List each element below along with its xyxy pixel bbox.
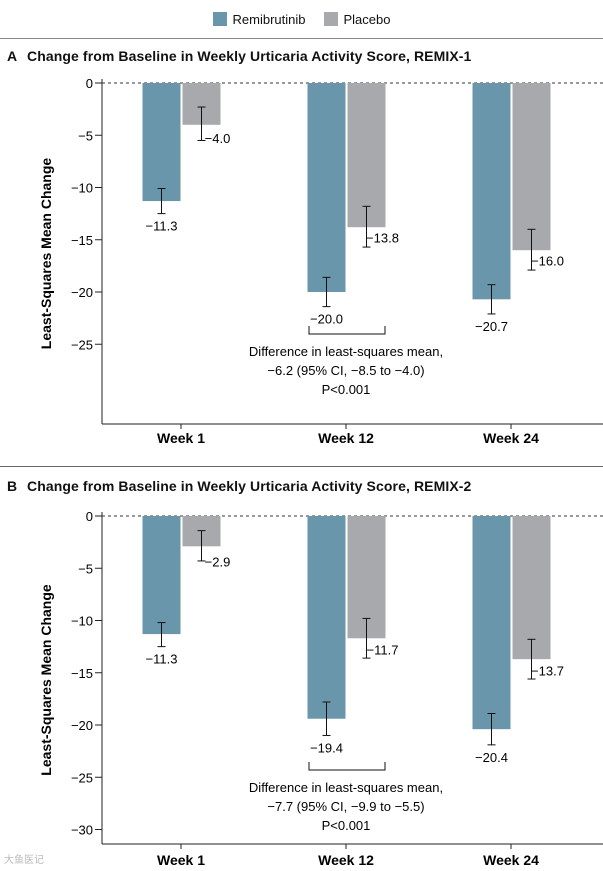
chart-b-data-label: −11.3 [146, 652, 178, 667]
legend-label-remibrutinib: Remibrutinib [232, 11, 306, 27]
chart-b-annotation-line: Difference in least-squares mean, [249, 780, 443, 795]
chart-b-data-label: −2.9 [205, 555, 231, 570]
legend: Remibrutinib Placebo [0, 0, 603, 39]
panel-b-letter: B [7, 478, 18, 494]
chart-a-data-label: −20.0 [310, 312, 343, 327]
legend-swatch-remibrutinib [212, 12, 227, 26]
chart-a-bar [347, 83, 386, 228]
chart-a-y-axis-label: Least-Squares Mean Change [38, 158, 54, 350]
chart-b-y-tick-label: −5 [78, 561, 93, 576]
chart-b-difference-bracket [308, 762, 386, 771]
chart-a-y-tick-label: 0 [86, 76, 93, 91]
chart-a-bar [512, 83, 551, 251]
chart-b-y-tick-label: −15 [71, 666, 93, 681]
chart-a-annotation-line: P<0.001 [322, 382, 371, 397]
chart-b-data-label: −19.4 [310, 740, 343, 755]
chart-b-data-label: −20.4 [475, 750, 508, 765]
panel-b-title-text: Change from Baseline in Weekly Urticaria… [27, 478, 472, 494]
chart-a-x-tick-label: Week 12 [318, 430, 374, 446]
chart-b-bar [142, 516, 181, 635]
chart-a-bar [307, 83, 346, 292]
chart-a-data-label: −13.8 [366, 230, 399, 245]
chart-b-y-tick-label: −30 [71, 823, 93, 838]
legend-item-remibrutinib: Remibrutinib [212, 11, 306, 27]
chart-a-data-label: −11.3 [146, 219, 178, 234]
chart-b-x-tick-label: Week 1 [157, 852, 205, 868]
chart-a-y-tick-label: −15 [71, 233, 93, 248]
chart-a-data-label: −16.0 [531, 253, 564, 268]
panel-b-title: B Change from Baseline in Weekly Urticari… [7, 478, 471, 494]
chart-b-y-axis-label: Least-Squares Mean Change [38, 584, 54, 776]
panel-a-title: A Change from Baseline in Weekly Urticari… [7, 48, 471, 64]
chart-b-annotation-line: −7.7 (95% CI, −9.9 to −5.5) [267, 799, 424, 814]
chart-a-data-label: −4.0 [205, 131, 231, 146]
panel-divider [0, 466, 603, 467]
panel-a-letter: A [7, 48, 18, 64]
chart-b-annotation-line: P<0.001 [322, 818, 371, 833]
chart-b-bar [512, 516, 551, 660]
legend-item-placebo: Placebo [323, 11, 391, 27]
chart-a-annotation-line: Difference in least-squares mean, [249, 344, 443, 359]
chart-b-data-label: −13.7 [531, 663, 564, 678]
chart-b-x-tick-label: Week 24 [483, 852, 539, 868]
chart-b-y-tick-label: −10 [71, 614, 93, 629]
chart-b-y-tick-label: 0 [86, 509, 93, 524]
panel-a-title-text: Change from Baseline in Weekly Urticaria… [27, 48, 472, 64]
chart-a-y-tick-label: −20 [71, 285, 93, 300]
chart-a-x-tick-label: Week 24 [483, 430, 539, 446]
chart-b-bar [472, 516, 511, 730]
chart-a-y-tick-label: −25 [71, 337, 93, 352]
chart-b-data-label: −11.7 [367, 642, 399, 657]
legend-swatch-placebo [323, 12, 338, 26]
chart-a-bar [472, 83, 511, 300]
chart-b-x-tick-label: Week 12 [318, 852, 374, 868]
chart-a-x-tick-label: Week 1 [157, 430, 205, 446]
chart-a-y-tick-label: −5 [78, 128, 93, 143]
chart-a-data-label: −20.7 [475, 319, 508, 334]
watermark: 大鱼医记 [4, 855, 44, 866]
chart-b-y-tick-label: −20 [71, 718, 93, 733]
chart-a-y-tick-label: −10 [71, 181, 93, 196]
chart-panel-b: Least-Squares Mean Change 0 −5 −10 −15 −20 −25… [38, 509, 603, 868]
chart-a-difference-bracket [308, 326, 386, 335]
chart-b-bar [307, 516, 346, 719]
chart-panel-a: Least-Squares Mean Change 0 −5 −10 −15 −20 −25… [38, 76, 603, 446]
chart-b-bar [347, 516, 386, 639]
chart-b-y-tick-label: −25 [71, 770, 93, 785]
legend-label-placebo: Placebo [343, 11, 391, 27]
chart-a-bar [142, 83, 181, 202]
chart-a-annotation-line: −6.2 (95% CI, −8.5 to −4.0) [267, 363, 424, 378]
